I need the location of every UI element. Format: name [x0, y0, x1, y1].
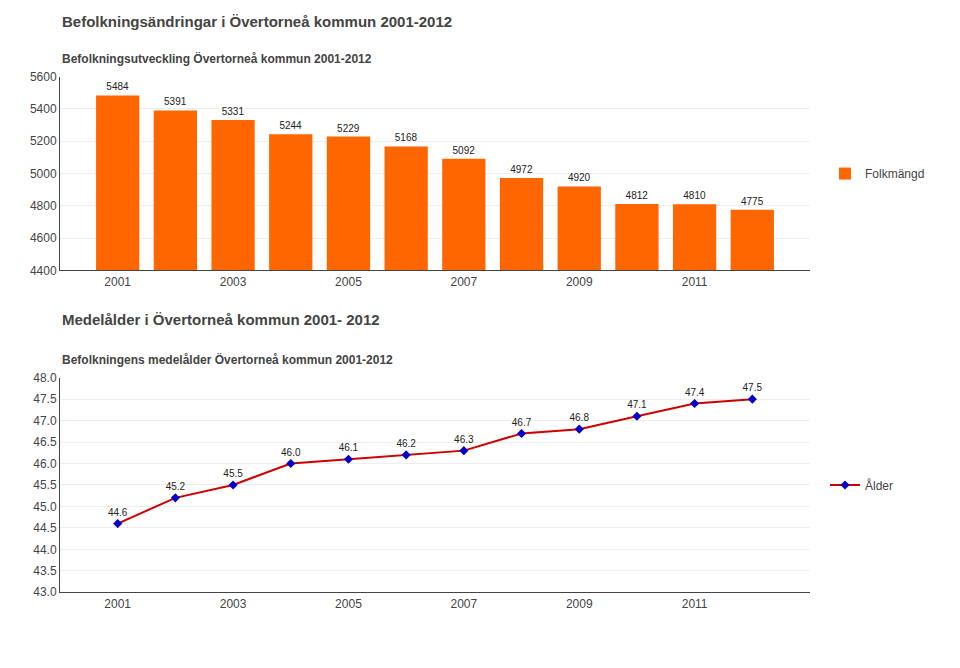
svg-text:2001: 2001 [104, 597, 131, 611]
svg-text:2001: 2001 [104, 275, 131, 289]
svg-text:43.5: 43.5 [33, 564, 57, 578]
svg-text:48.0: 48.0 [33, 371, 57, 385]
svg-text:5484: 5484 [106, 81, 129, 92]
svg-text:4972: 4972 [510, 164, 533, 175]
svg-text:2009: 2009 [566, 275, 593, 289]
svg-text:47.1: 47.1 [627, 399, 647, 410]
svg-text:2003: 2003 [220, 275, 247, 289]
svg-text:44.6: 44.6 [108, 507, 128, 518]
svg-text:5244: 5244 [279, 120, 302, 131]
svg-text:4810: 4810 [683, 190, 706, 201]
svg-text:47.5: 47.5 [33, 392, 57, 406]
svg-text:47.4: 47.4 [685, 387, 705, 398]
svg-text:46.7: 46.7 [512, 417, 532, 428]
svg-text:2011: 2011 [682, 597, 708, 611]
svg-text:44.0: 44.0 [33, 543, 57, 557]
svg-text:4400: 4400 [30, 264, 57, 278]
svg-text:Befolkningsändringar i Övertor: Befolkningsändringar i Övertorneå kommun… [62, 13, 452, 30]
svg-text:46.5: 46.5 [33, 435, 57, 449]
svg-text:5229: 5229 [337, 123, 360, 134]
svg-text:5391: 5391 [164, 96, 187, 107]
svg-text:43.0: 43.0 [33, 585, 57, 599]
svg-text:46.1: 46.1 [339, 442, 359, 453]
svg-text:46.0: 46.0 [33, 457, 57, 471]
svg-text:5092: 5092 [453, 145, 476, 156]
svg-text:Medelålder i Övertorneå kommun: Medelålder i Övertorneå kommun 2001- 201… [62, 311, 380, 328]
svg-text:2007: 2007 [450, 597, 477, 611]
svg-text:4775: 4775 [741, 196, 764, 207]
svg-text:Folkmängd: Folkmängd [865, 167, 924, 181]
svg-text:45.5: 45.5 [33, 478, 57, 492]
svg-text:Befolkningsutveckling Övertorn: Befolkningsutveckling Övertorneå kommun … [62, 51, 372, 66]
svg-text:4920: 4920 [568, 172, 591, 183]
svg-text:2011: 2011 [682, 275, 708, 289]
svg-text:2003: 2003 [220, 597, 247, 611]
svg-text:47.5: 47.5 [743, 382, 763, 393]
svg-text:46.0: 46.0 [281, 447, 301, 458]
svg-text:4800: 4800 [30, 199, 57, 213]
svg-text:Befolkningens medelålder Övert: Befolkningens medelålder Övertorneå komm… [62, 352, 393, 367]
svg-text:5600: 5600 [30, 70, 57, 84]
svg-text:2005: 2005 [335, 597, 362, 611]
svg-text:44.5: 44.5 [33, 521, 57, 535]
svg-text:46.3: 46.3 [454, 434, 474, 445]
svg-text:45.5: 45.5 [223, 468, 243, 479]
svg-text:4812: 4812 [626, 190, 649, 201]
svg-text:45.2: 45.2 [166, 481, 186, 492]
svg-text:5168: 5168 [395, 132, 418, 143]
svg-text:2005: 2005 [335, 275, 362, 289]
svg-text:5000: 5000 [30, 167, 57, 181]
svg-text:Ålder: Ålder [865, 478, 893, 493]
svg-text:45.0: 45.0 [33, 500, 57, 514]
svg-text:46.8: 46.8 [569, 412, 589, 423]
svg-text:2009: 2009 [566, 597, 593, 611]
svg-text:2007: 2007 [450, 275, 477, 289]
svg-text:5400: 5400 [30, 102, 57, 116]
svg-text:47.0: 47.0 [33, 414, 57, 428]
svg-text:46.2: 46.2 [396, 438, 416, 449]
svg-text:5331: 5331 [222, 106, 245, 117]
svg-text:4600: 4600 [30, 231, 57, 245]
svg-text:5200: 5200 [30, 134, 57, 148]
